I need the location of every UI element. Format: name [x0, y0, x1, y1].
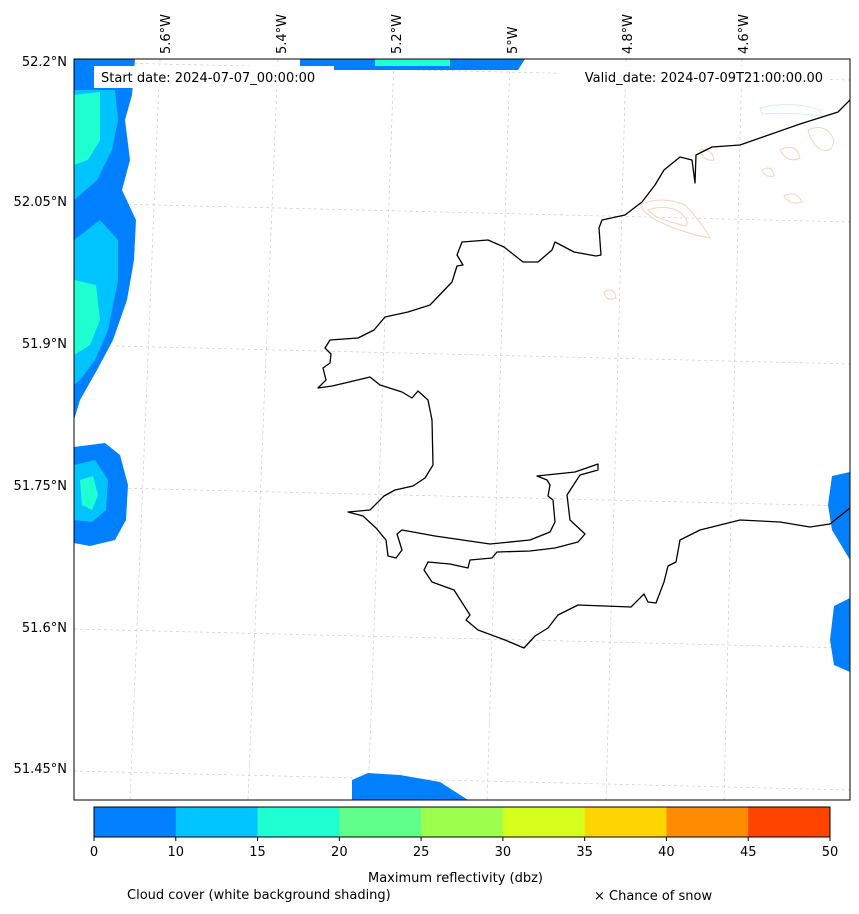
- colorbar-tick-label: 35: [576, 845, 593, 860]
- cloud-cover-legend: Cloud cover (white background shading): [127, 888, 391, 903]
- lat-tick-labels: 52.2°N 52.05°N 51.9°N 51.75°N 51.6°N 51.…: [14, 55, 67, 777]
- colorbar-tick-label: 15: [249, 845, 266, 860]
- lon-tick-labels: 5.6°W 5.4°W 5.2°W 5°W 4.8°W 4.6°W: [159, 14, 752, 54]
- map-frame: [73, 58, 851, 801]
- lon-tick-5.6W: 5.6°W: [159, 14, 174, 54]
- reflectivity-10-east-b: [830, 598, 850, 672]
- colorbar-segment: [257, 807, 340, 837]
- colorbar-segment: [502, 807, 586, 837]
- lon-tick-4.8W: 4.8°W: [621, 14, 636, 54]
- colorbar-tick-label: 0: [90, 845, 98, 860]
- colorbar-tick-label: 25: [413, 845, 430, 860]
- lat-tick-51.45N: 51.45°N: [14, 762, 67, 777]
- colorbar-segment: [175, 807, 259, 837]
- lon-tick-5.4W: 5.4°W: [275, 14, 290, 54]
- reflectivity-20-west-b: [74, 280, 100, 355]
- valid-date-box: [560, 66, 830, 88]
- valid-date-label: Valid_date: 2024-07-09T21:00:00.00: [585, 71, 823, 86]
- reflectivity-20-top: [375, 59, 450, 66]
- lat-tick-52.2N: 52.2°N: [22, 55, 67, 70]
- lat-tick-51.75N: 51.75°N: [14, 479, 67, 494]
- lat-tick-51.6N: 51.6°N: [22, 621, 67, 636]
- lon-tick-5.2W: 5.2°W: [390, 14, 405, 54]
- colorbar-tick-label: 50: [822, 845, 839, 860]
- reflectivity-20-west: [74, 92, 100, 165]
- reflectivity-20-west-mid: [80, 476, 98, 510]
- coastline: [317, 99, 850, 649]
- start-date-box: [94, 66, 334, 88]
- lat-tick-51.9N: 51.9°N: [22, 337, 67, 352]
- lon-tick-5W: 5°W: [506, 26, 521, 54]
- colorbar-tick-label: 10: [168, 845, 185, 860]
- colorbar-segment: [339, 807, 422, 837]
- colorbar: 0 10 15 20 25 30 35 40 45 50: [90, 806, 839, 860]
- colorbar-frame: [93, 806, 831, 838]
- colorbar-tick-label: 30: [495, 845, 512, 860]
- colorbar-tick-label: 45: [740, 845, 757, 860]
- colorbar-tick-label: 20: [331, 845, 348, 860]
- map-background: [74, 59, 850, 800]
- colorbar-segment: [584, 807, 667, 837]
- colorbar-segment: [666, 807, 749, 837]
- colorbar-segment: [421, 807, 504, 837]
- map-layers: [74, 59, 850, 800]
- colorbar-tick-label: 40: [658, 845, 675, 860]
- snow-legend: × Chance of snow: [594, 889, 713, 904]
- faint-contour-blue: [759, 104, 823, 117]
- colorbar-segment: [748, 807, 831, 837]
- graticule: [74, 59, 850, 800]
- colorbar-segment: [94, 807, 177, 837]
- colorbar-label: Maximum reflectivity (dbz): [368, 871, 543, 886]
- lat-tick-52.05N: 52.05°N: [14, 195, 67, 210]
- lon-tick-4.6W: 4.6°W: [737, 14, 752, 54]
- reflectivity-10-south: [352, 773, 468, 800]
- start-date-label: Start date: 2024-07-07_00:00:00: [101, 71, 315, 86]
